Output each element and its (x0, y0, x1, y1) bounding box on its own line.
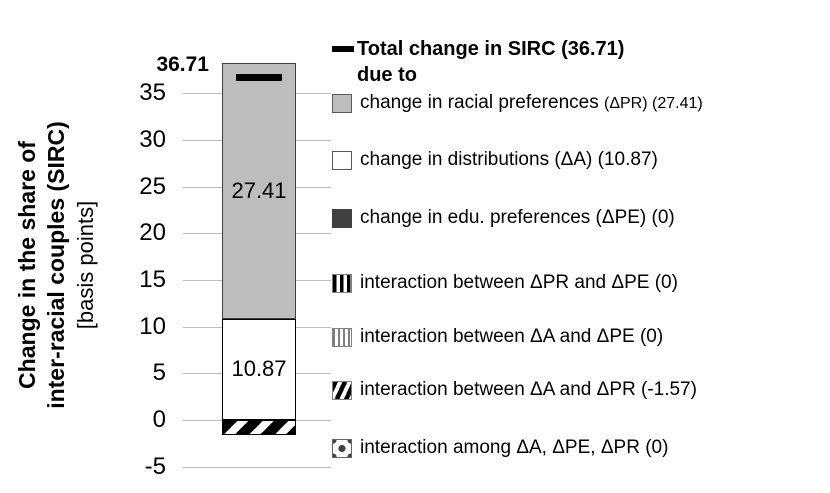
legend-item: change in distributions (ΔA) (10.87) (332, 147, 658, 173)
legend-item-label-detail: (ΔPR) (27.41) (603, 95, 703, 112)
y-axis-tick-label: 25 (139, 172, 166, 200)
bar-segment-white: 10.87 (222, 318, 296, 420)
legend-item: change in racial preferences (ΔPR) (27.4… (332, 90, 703, 116)
legend-item: interaction between ΔPR and ΔPE (0) (332, 270, 678, 296)
y-axis-tick-label: 5 (152, 359, 166, 387)
legend-item-label: interaction between ΔPR and ΔPE (0) (360, 272, 678, 293)
gridline (183, 466, 331, 468)
total-marker-legend-icon (332, 46, 354, 52)
legend-item-label: change in racial preferences (ΔPR) (27.4… (360, 92, 703, 113)
legend-swatch-vstripe-thin-icon (332, 327, 352, 347)
bar-segment-gray: 27.41 (222, 62, 296, 319)
legend-swatch-diag-stripe-icon (332, 380, 352, 400)
legend-swatch-gray-icon (332, 93, 352, 113)
bar-value-label: 27.41 (231, 177, 287, 203)
legend-item: interaction between ΔA and ΔPE (0) (332, 324, 663, 350)
y-axis-title: Change in the share of inter-racial coup… (13, 55, 101, 475)
bar-value-label: 10.87 (231, 356, 287, 382)
legend-item-label: interaction between ΔA and ΔPE (0) (360, 326, 664, 347)
y-axis-tick-label: 0 (152, 406, 166, 433)
legend-swatch-dark-icon (332, 208, 352, 228)
legend-item: change in edu. preferences (ΔPE) (0) (332, 205, 675, 231)
legend-item-label: change in edu. preferences (ΔPE) (0) (360, 207, 675, 228)
y-axis-tick-label: -5 (144, 452, 166, 480)
bar-segment-diag-stripe (222, 420, 296, 435)
legend-item-label: interaction among ΔA, ΔPE, ΔPR (0) (360, 437, 669, 458)
y-axis-tick-label: 10 (139, 312, 166, 340)
y-axis-tick-label: 15 (139, 266, 166, 294)
legend-swatch-dots-icon (332, 438, 352, 458)
y-axis-tick-label: 30 (139, 126, 166, 154)
legend-subtitle: due to (357, 64, 417, 86)
legend-title: Total change in SIRC (36.71) (357, 38, 625, 60)
legend-item-label: interaction between ΔA and ΔPR (-1.57) (360, 379, 697, 400)
total-value-label: 36.71 (156, 53, 209, 77)
y-axis-tick-label: 35 (139, 79, 166, 107)
y-axis-title-line2: inter-racial couples (SIRC) (43, 121, 69, 409)
legend-item: interaction between ΔA and ΔPR (-1.57) (332, 377, 697, 403)
legend-item-label: change in distributions (ΔA) (10.87) (360, 149, 658, 170)
legend-header: Total change in SIRC (36.71) due to (332, 36, 624, 88)
total-marker (236, 73, 282, 81)
legend-swatch-vstripe-thick-icon (332, 273, 352, 293)
y-axis-title-line1: Change in the share of (14, 141, 40, 389)
y-axis-tick-label: 20 (139, 219, 166, 247)
legend-item: interaction among ΔA, ΔPE, ΔPR (0) (332, 435, 668, 461)
legend-swatch-white-icon (332, 150, 352, 170)
